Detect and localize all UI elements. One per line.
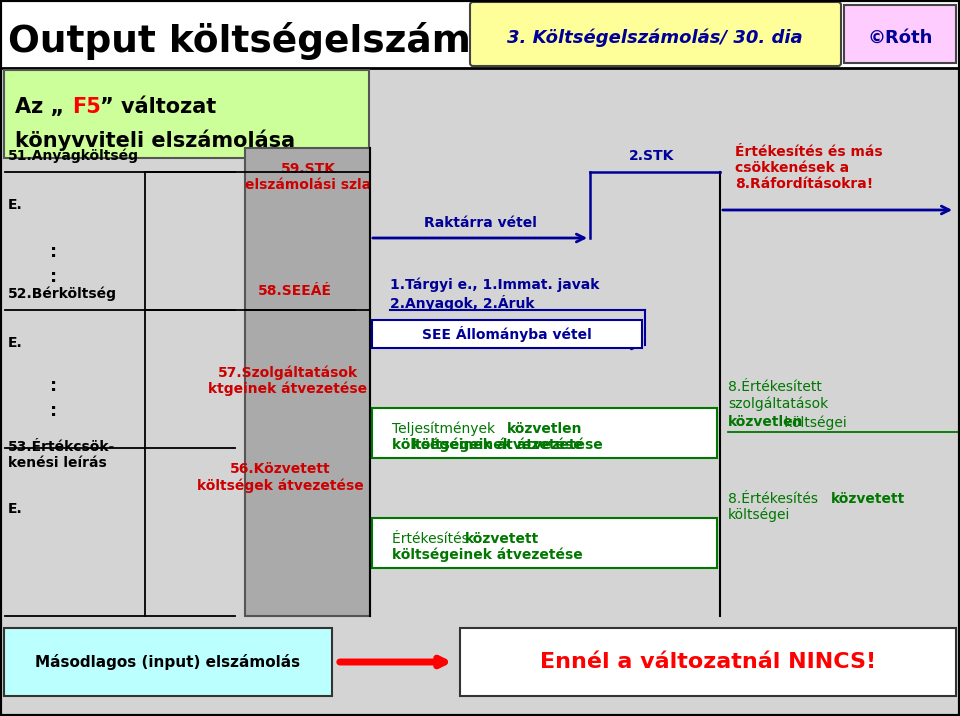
Bar: [844, 5, 956, 63]
FancyBboxPatch shape: [470, 2, 841, 66]
Text: költségeinek átvezetése: költségeinek átvezetése: [412, 437, 602, 452]
Text: könyvviteli elszámolása: könyvviteli elszámolása: [15, 130, 295, 151]
Text: 8.Értékesítés: 8.Értékesítés: [728, 492, 823, 506]
Bar: [4, 70, 369, 158]
Text: :: :: [50, 268, 58, 286]
Text: 59.STK
elszámolási szla: 59.STK elszámolási szla: [245, 162, 372, 192]
Text: :: :: [50, 402, 58, 420]
Text: :: :: [50, 377, 58, 395]
Bar: [245, 148, 370, 616]
Text: Teljesítmények: Teljesítmények: [392, 422, 499, 437]
Text: 51.Anyagköltség: 51.Anyagköltség: [8, 148, 139, 163]
Bar: [0, 0, 960, 68]
Text: 58.SEEÁÉ: 58.SEEÁÉ: [258, 284, 332, 298]
Bar: [372, 518, 717, 568]
Text: 52.Bérköltség: 52.Bérköltség: [8, 286, 117, 301]
Text: Az „: Az „: [15, 97, 64, 117]
Text: közvetett: közvetett: [465, 532, 540, 546]
Text: Ennél a változatnál NINCS!: Ennél a változatnál NINCS!: [540, 652, 876, 672]
Bar: [0, 68, 245, 616]
Bar: [4, 628, 332, 696]
Text: Másodlagos (input) elszámolás: Másodlagos (input) elszámolás: [36, 654, 300, 670]
Text: ” változat: ” változat: [100, 97, 216, 117]
Text: 1.Tárgyi e., 1.Immat. javak
2.Anyagok, 2.Áruk: 1.Tárgyi e., 1.Immat. javak 2.Anyagok, 2…: [390, 278, 599, 311]
Text: E.: E.: [8, 502, 23, 516]
Text: E.: E.: [8, 336, 23, 350]
Text: E.: E.: [8, 198, 23, 212]
Text: 3. Költségelszámolás/ 30. dia: 3. Költségelszámolás/ 30. dia: [507, 29, 803, 47]
Text: közvetlen: közvetlen: [507, 422, 583, 436]
Text: költségeinek átvezetése: költségeinek átvezetése: [392, 437, 583, 452]
Text: költségei: költségei: [780, 415, 847, 430]
Text: költségei: költségei: [728, 507, 790, 521]
Text: Output költségelszámolás: Output költségelszámolás: [8, 22, 557, 60]
Bar: [372, 408, 717, 458]
Text: F5: F5: [72, 97, 101, 117]
Text: SEE Állományba vétel: SEE Állományba vétel: [422, 326, 592, 342]
Text: 2.STK: 2.STK: [630, 149, 675, 163]
Text: Értékesítés: Értékesítés: [392, 532, 473, 546]
Text: Raktárra vétel: Raktárra vétel: [423, 216, 537, 230]
Text: 56.Közvetett
költségek átvezetése: 56.Közvetett költségek átvezetése: [197, 462, 364, 493]
Text: közvetlen: közvetlen: [728, 415, 804, 429]
Bar: [460, 628, 956, 696]
Text: 57.Szolgáltatások
ktgeinek átvezetése: 57.Szolgáltatások ktgeinek átvezetése: [208, 365, 368, 396]
Text: ©Róth: ©Róth: [867, 29, 933, 47]
Text: :: :: [50, 243, 58, 261]
Text: Értékesítés és más
csökkenések a
8.Ráfordításokra!: Értékesítés és más csökkenések a 8.Ráfor…: [735, 145, 882, 191]
Bar: [372, 320, 642, 348]
Text: 53.Értékcsök-
kenési leírás: 53.Értékcsök- kenési leírás: [8, 440, 115, 470]
Text: költségeinek átvezetése: költségeinek átvezetése: [392, 547, 583, 561]
Text: 8.Értékesített
szolgáltatások: 8.Értékesített szolgáltatások: [728, 380, 828, 411]
Text: közvetett: közvetett: [831, 492, 905, 506]
